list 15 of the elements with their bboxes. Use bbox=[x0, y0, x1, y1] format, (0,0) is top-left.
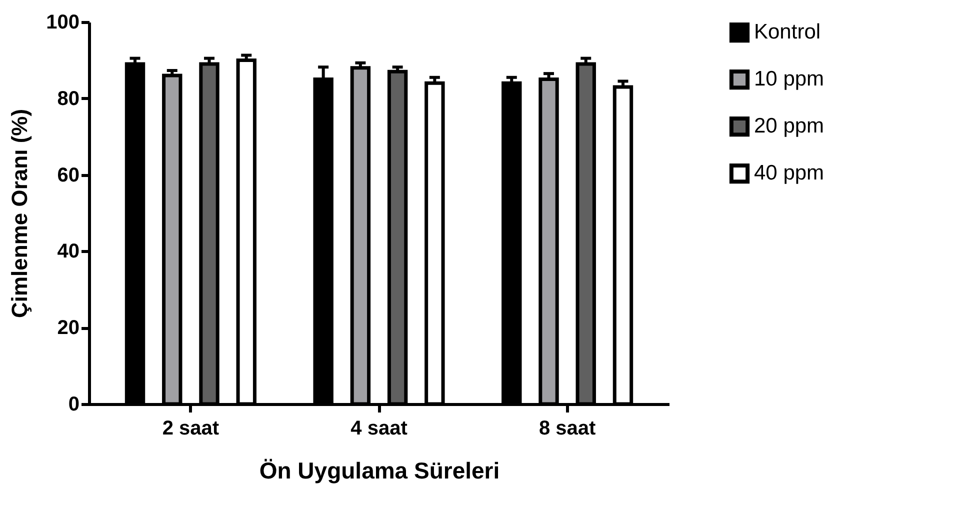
y-axis-title: Çimlenme Oranı (%) bbox=[7, 108, 32, 318]
legend-label: 10 ppm bbox=[754, 68, 824, 90]
y-tick-label: 0 bbox=[68, 394, 80, 416]
legend-label: 40 ppm bbox=[754, 162, 824, 184]
y-tick-label: 60 bbox=[57, 164, 80, 186]
x-axis-title: Ön Uygulama Süreleri bbox=[259, 458, 500, 484]
x-tick-label: 8 saat bbox=[538, 418, 596, 440]
legend-label: Kontrol bbox=[754, 20, 821, 44]
y-tick-label: 40 bbox=[57, 240, 80, 263]
x-tick-label: 4 saat bbox=[350, 418, 408, 440]
y-tick-label: 20 bbox=[57, 317, 80, 340]
legend-label: 20 ppm bbox=[754, 114, 824, 138]
y-tick-label: 80 bbox=[57, 88, 80, 110]
x-tick-label: 2 saat bbox=[162, 418, 220, 440]
y-tick-label: 100 bbox=[46, 12, 80, 34]
